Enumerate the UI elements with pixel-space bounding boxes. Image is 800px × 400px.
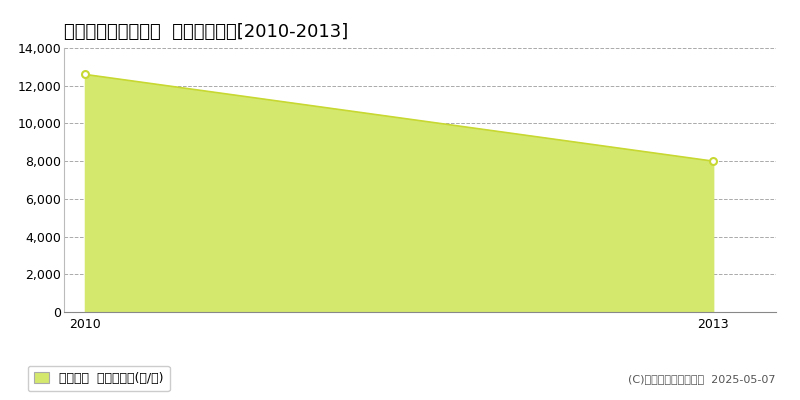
Text: 足柄上郡開成町宮台  農地価格推移[2010-2013]: 足柄上郡開成町宮台 農地価格推移[2010-2013]	[64, 23, 348, 41]
Text: (C)土地価格ドットコム  2025-05-07: (C)土地価格ドットコム 2025-05-07	[629, 374, 776, 384]
Legend: 農地価格  平均坪単価(円/坪): 農地価格 平均坪単価(円/坪)	[27, 366, 170, 391]
